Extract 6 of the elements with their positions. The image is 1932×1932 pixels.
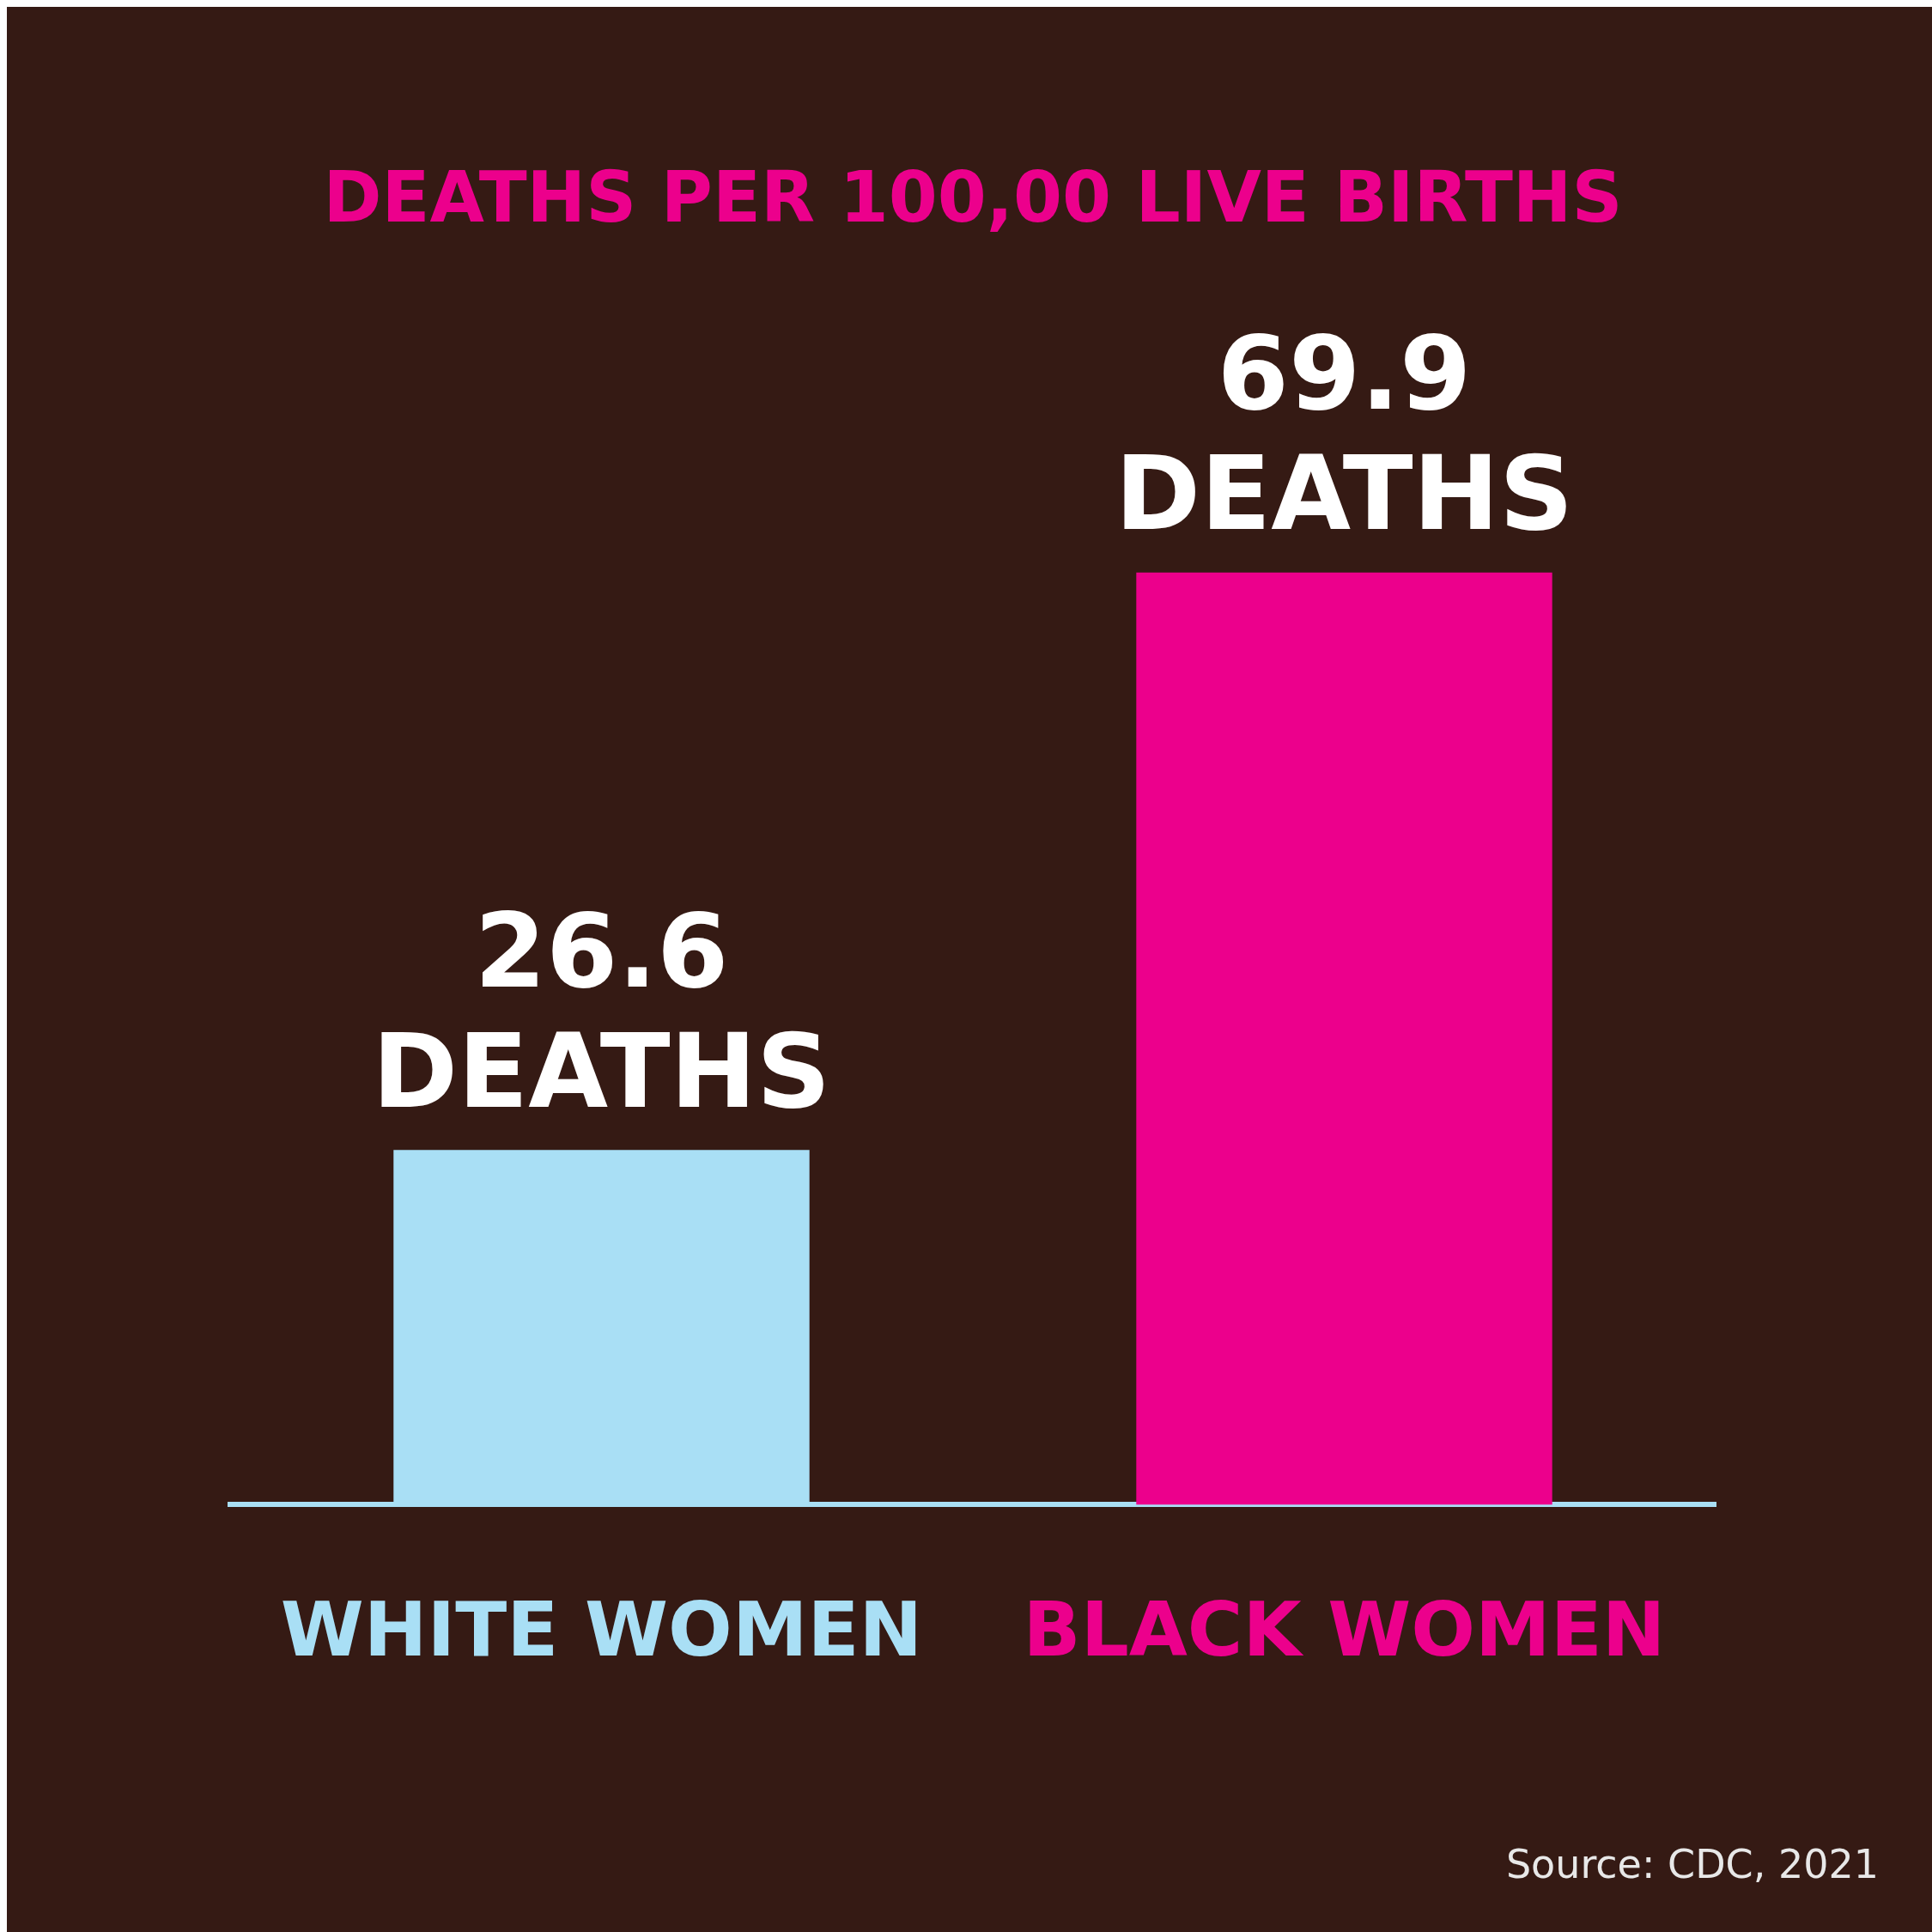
data-label: 26.6 DEATHS bbox=[372, 891, 831, 1132]
chart-title: DEATHS PER 100,00 LIVE BIRTHS bbox=[323, 156, 1623, 239]
x-tick-label: WHITE WOMEN bbox=[280, 1585, 923, 1674]
data-label: 69.9 DEATHS bbox=[1115, 313, 1574, 554]
source-note: Source: CDC, 2021 bbox=[1505, 1841, 1879, 1887]
x-tick-label: BLACK WOMEN bbox=[1023, 1585, 1666, 1674]
